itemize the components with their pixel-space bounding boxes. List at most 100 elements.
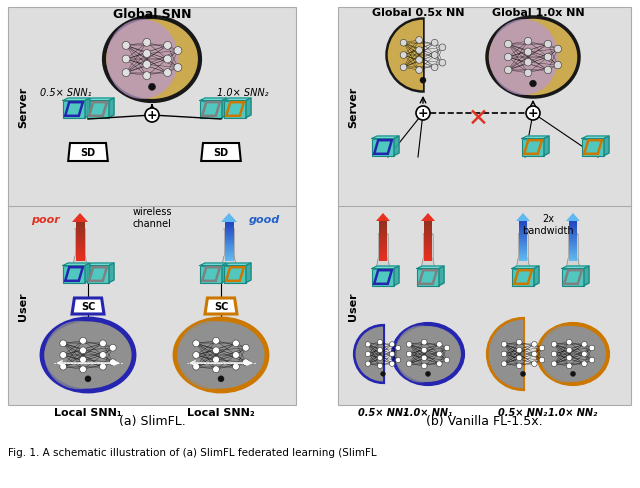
Polygon shape	[544, 137, 549, 156]
Bar	[519, 253, 527, 256]
Bar	[569, 244, 577, 245]
Circle shape	[436, 342, 442, 347]
Text: SC: SC	[81, 302, 95, 311]
Bar	[519, 225, 527, 227]
Bar	[519, 260, 527, 262]
Polygon shape	[72, 298, 104, 314]
Text: Global 0.5x NN: Global 0.5x NN	[372, 8, 464, 18]
Circle shape	[501, 351, 507, 357]
Bar	[76, 258, 84, 260]
Bar	[424, 245, 432, 247]
Bar	[569, 247, 577, 249]
Bar	[519, 236, 527, 238]
Polygon shape	[63, 99, 90, 102]
Ellipse shape	[568, 233, 578, 236]
Circle shape	[421, 364, 427, 369]
Text: 0.5× NN₁: 0.5× NN₁	[358, 407, 408, 417]
Polygon shape	[562, 266, 589, 269]
Bar	[378, 235, 388, 259]
Bar	[379, 247, 387, 249]
Bar	[424, 251, 432, 253]
Bar	[518, 235, 528, 259]
Circle shape	[444, 346, 450, 351]
Text: 2x
bandwidth: 2x bandwidth	[522, 214, 574, 235]
Circle shape	[524, 70, 532, 78]
Circle shape	[396, 358, 401, 363]
Polygon shape	[72, 214, 88, 223]
Ellipse shape	[224, 255, 234, 259]
Polygon shape	[421, 214, 435, 222]
Bar	[225, 248, 234, 250]
Circle shape	[504, 54, 512, 61]
Bar	[569, 253, 577, 256]
Bar	[569, 224, 577, 225]
Bar	[519, 231, 527, 234]
Circle shape	[524, 49, 532, 57]
Wedge shape	[356, 327, 383, 382]
Bar	[372, 139, 394, 156]
Circle shape	[544, 54, 552, 61]
Circle shape	[551, 342, 557, 347]
Circle shape	[143, 40, 151, 47]
Ellipse shape	[393, 325, 463, 384]
Bar	[379, 240, 387, 242]
Bar	[225, 252, 234, 254]
Circle shape	[516, 347, 522, 353]
Bar	[63, 102, 85, 118]
Circle shape	[532, 351, 537, 357]
Ellipse shape	[423, 233, 433, 236]
Circle shape	[501, 342, 507, 347]
Circle shape	[551, 351, 557, 357]
Bar	[379, 256, 387, 258]
Circle shape	[381, 372, 385, 376]
Polygon shape	[582, 137, 609, 139]
Polygon shape	[563, 259, 583, 280]
Circle shape	[378, 348, 383, 353]
Text: 0.5× SNN₁: 0.5× SNN₁	[40, 88, 92, 98]
Circle shape	[544, 67, 552, 75]
Text: 1.0× NN₁: 1.0× NN₁	[403, 407, 452, 417]
Circle shape	[79, 347, 86, 354]
Bar	[424, 229, 432, 231]
Bar	[76, 246, 84, 248]
Bar	[379, 249, 387, 251]
Bar	[569, 225, 577, 227]
Bar	[519, 238, 527, 240]
Circle shape	[566, 364, 572, 369]
Circle shape	[582, 342, 587, 347]
Bar	[225, 223, 234, 224]
Circle shape	[109, 359, 116, 366]
Circle shape	[421, 347, 427, 353]
Bar	[519, 245, 527, 247]
Bar	[379, 258, 387, 260]
Polygon shape	[224, 264, 251, 266]
Bar	[379, 242, 387, 244]
Polygon shape	[85, 99, 90, 118]
Circle shape	[174, 47, 182, 55]
Bar	[424, 236, 432, 238]
Ellipse shape	[175, 319, 267, 391]
Circle shape	[164, 42, 172, 50]
Bar	[200, 266, 222, 283]
Ellipse shape	[75, 255, 85, 259]
Circle shape	[100, 352, 106, 359]
Bar	[379, 231, 387, 234]
Circle shape	[439, 60, 446, 67]
Circle shape	[79, 366, 86, 373]
Polygon shape	[246, 99, 251, 118]
Circle shape	[60, 364, 67, 370]
Polygon shape	[373, 259, 393, 280]
Bar	[423, 235, 433, 259]
Polygon shape	[87, 264, 114, 266]
Ellipse shape	[490, 20, 558, 96]
Circle shape	[444, 358, 450, 363]
Circle shape	[554, 46, 561, 54]
Circle shape	[218, 376, 224, 382]
Bar	[76, 236, 84, 238]
Polygon shape	[417, 266, 444, 269]
Bar	[379, 245, 387, 247]
Polygon shape	[221, 214, 237, 223]
Bar	[379, 227, 387, 229]
Text: +: +	[418, 107, 428, 120]
Circle shape	[431, 65, 438, 72]
